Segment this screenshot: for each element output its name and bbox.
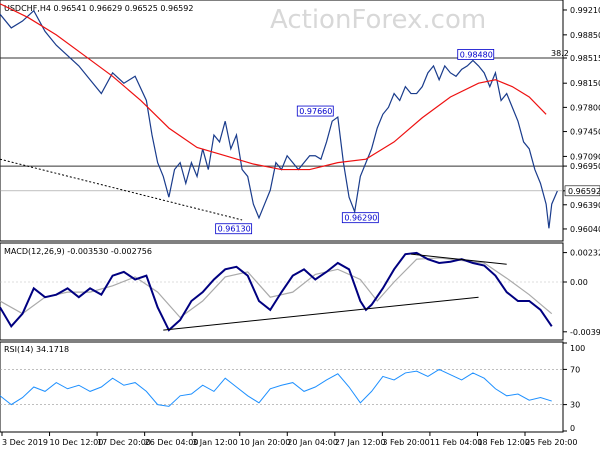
- price-annotation-box: [341, 212, 379, 224]
- price-tick-label: 0.98515: [570, 54, 600, 63]
- price-tick-label: 0.97450: [570, 128, 600, 137]
- time-tick-label: 10 Dec 12:00: [50, 438, 104, 447]
- macd-header: MACD(12,26,9) -0.003530 -0.002756: [4, 247, 152, 256]
- price-tick-label: 0.96040: [570, 225, 600, 234]
- current-price-label: 0.96592: [568, 187, 600, 196]
- time-tick-label: 27 Jan 12:00: [335, 438, 386, 447]
- time-tick-label: 20 Jan 04:00: [287, 438, 338, 447]
- price-annotation-box: [457, 49, 495, 60]
- price-tick-label: 0.99210: [570, 6, 600, 15]
- rsi-tick-label: 100: [570, 344, 585, 353]
- macd-tick-label: 0.00: [570, 278, 588, 287]
- moving-average-line: [0, 3, 547, 171]
- current-price-box: [564, 185, 600, 197]
- macd-line: [0, 251, 553, 332]
- time-tick-label: 3 Feb 20:00: [382, 438, 429, 447]
- price-tick-label: 0.96390: [570, 201, 600, 210]
- macd-trend-line: [410, 253, 507, 265]
- rsi-tick-label: 30: [570, 401, 580, 410]
- time-tick-label: 26 Dec 04:00: [145, 438, 199, 447]
- price-panel: [0, 0, 564, 242]
- price-y-axis: 0.99210 0.98850 0.98515 0.98150 0.97800 0.974…: [0, 6, 600, 234]
- fibo-label: 38.2: [551, 49, 569, 58]
- price-header: USDCHF,H4 0.96541 0.96629 0.96525 0.9659…: [4, 4, 193, 13]
- macd-trend-lines: [163, 253, 507, 331]
- price-annotation-label: 0.98480: [460, 50, 493, 59]
- time-tick-label: 3 Jan 12:00: [192, 438, 238, 447]
- rsi-line: [0, 368, 552, 407]
- rsi-panel: [0, 341, 564, 433]
- time-tick-label: 10 Jan 20:00: [240, 438, 291, 447]
- rsi-header: RSI(14) 34.1718: [4, 345, 69, 354]
- time-tick-label: 3 Dec 2019: [2, 438, 48, 447]
- price-tick-label: 0.96950: [570, 162, 600, 171]
- rsi-tick-label: 0: [570, 424, 575, 433]
- macd-trend-line: [163, 296, 479, 331]
- price-annotation-label: 0.96290: [344, 214, 377, 223]
- price-series-line: [0, 9, 558, 229]
- price-tick-label: 0.98150: [570, 79, 600, 88]
- time-tick-label: 25 Feb 20:00: [525, 438, 577, 447]
- price-annotation-box: [296, 105, 334, 117]
- macd-tick-label: -0.003932: [570, 328, 600, 337]
- time-tick-label: 18 Feb 12:00: [477, 438, 529, 447]
- price-tick-label: 0.97090: [570, 152, 600, 161]
- rsi-y-axis: 100 70 30 0: [0, 342, 585, 433]
- time-tick-label: 17 Dec 20:00: [97, 438, 151, 447]
- time-tick-label: 11 Feb 04:00: [430, 438, 482, 447]
- rsi-tick-label: 70: [570, 365, 580, 374]
- price-annotation-label: 0.97660: [299, 107, 332, 116]
- price-annotation-label: 0.96130: [218, 225, 251, 234]
- macd-y-axis: 0.002322 0.00 -0.003932: [0, 249, 600, 337]
- price-annotation-box: [215, 223, 253, 235]
- price-tick-label: 0.97800: [570, 103, 600, 112]
- price-annotations: 0.96130 0.97660 0.96290 0.98480: [215, 49, 495, 235]
- watermark: ActionForex.com: [270, 5, 486, 35]
- price-tick-label: 0.98850: [570, 31, 600, 40]
- dotted-trend-line: [0, 158, 243, 221]
- macd-tick-label: 0.002322: [570, 249, 600, 258]
